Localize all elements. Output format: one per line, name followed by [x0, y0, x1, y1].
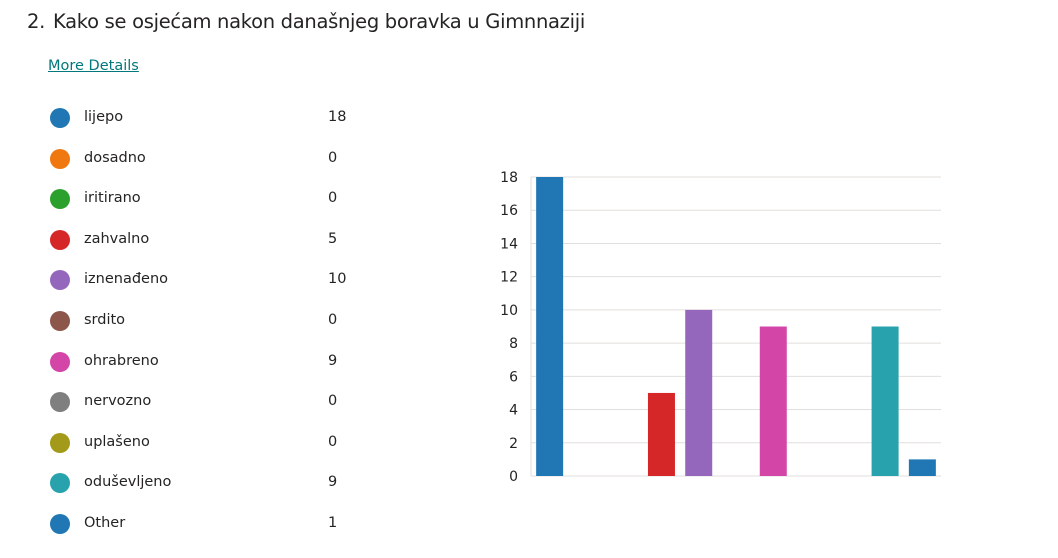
- legend-color-dot-icon: [50, 351, 70, 372]
- y-tick-label: 0: [509, 469, 518, 485]
- bar-ohrabreno[interactable]: [759, 326, 787, 477]
- legend-color-dot-icon: [50, 513, 70, 534]
- legend-label: Other: [84, 514, 126, 531]
- y-tick-label: 10: [500, 303, 518, 319]
- y-tick-label: 2: [509, 436, 518, 452]
- legend-label: oduševljeno: [84, 474, 172, 491]
- legend-color-dot-icon: [50, 473, 70, 494]
- legend-color-dot-icon: [50, 108, 70, 128]
- legend-count: 0: [328, 149, 338, 166]
- legend-label: srdito: [84, 311, 126, 328]
- bar-iznenađeno[interactable]: [685, 309, 713, 476]
- y-tick-label: 18: [500, 170, 518, 186]
- legend-label: zahvalno: [84, 230, 150, 247]
- legend-count: 5: [328, 230, 338, 247]
- bar-oduševljeno[interactable]: [871, 326, 899, 477]
- legend-label: iritirano: [84, 190, 141, 207]
- legend-count: 18: [328, 109, 347, 125]
- legend-color-dot-icon: [50, 229, 70, 250]
- legend-color-dot-icon: [50, 392, 70, 413]
- legend-count: 0: [328, 433, 338, 450]
- legend-label: dosadno: [84, 149, 146, 166]
- legend-count: 9: [328, 474, 338, 491]
- y-tick-label: 4: [509, 403, 518, 419]
- legend-count: 10: [328, 271, 347, 288]
- legend-color-dot-icon: [50, 432, 70, 453]
- y-tick-label: 16: [500, 203, 518, 219]
- bar-Other[interactable]: [908, 459, 936, 476]
- y-tick-label: 14: [500, 236, 518, 252]
- legend-color-dot-icon: [50, 310, 70, 331]
- more-details-link[interactable]: More Details: [48, 58, 139, 74]
- y-tick-label: 6: [509, 369, 518, 385]
- legend-label: nervozno: [84, 393, 152, 410]
- legend-label: ohrabreno: [84, 352, 159, 369]
- legend-count: 0: [328, 311, 338, 328]
- legend-count: 1: [328, 514, 338, 531]
- y-tick-label: 12: [500, 270, 518, 286]
- y-tick-label: 8: [509, 336, 518, 352]
- bar-lijepo[interactable]: [536, 177, 564, 476]
- question-title: 2. Kako se osjećam nakon današnjeg boravk…: [27, 10, 585, 33]
- legend-label: iznenađeno: [84, 271, 169, 288]
- legend-count: 9: [328, 352, 338, 369]
- legend-count: 0: [328, 190, 338, 207]
- legend-color-dot-icon: [50, 270, 70, 291]
- legend-color-dot-icon: [50, 189, 70, 210]
- legend-color-dot-icon: [50, 148, 70, 169]
- bar-zahvalno[interactable]: [647, 392, 675, 476]
- legend-label: lijepo: [84, 109, 124, 125]
- legend-label: uplašeno: [84, 433, 150, 450]
- legend-count: 0: [328, 393, 338, 410]
